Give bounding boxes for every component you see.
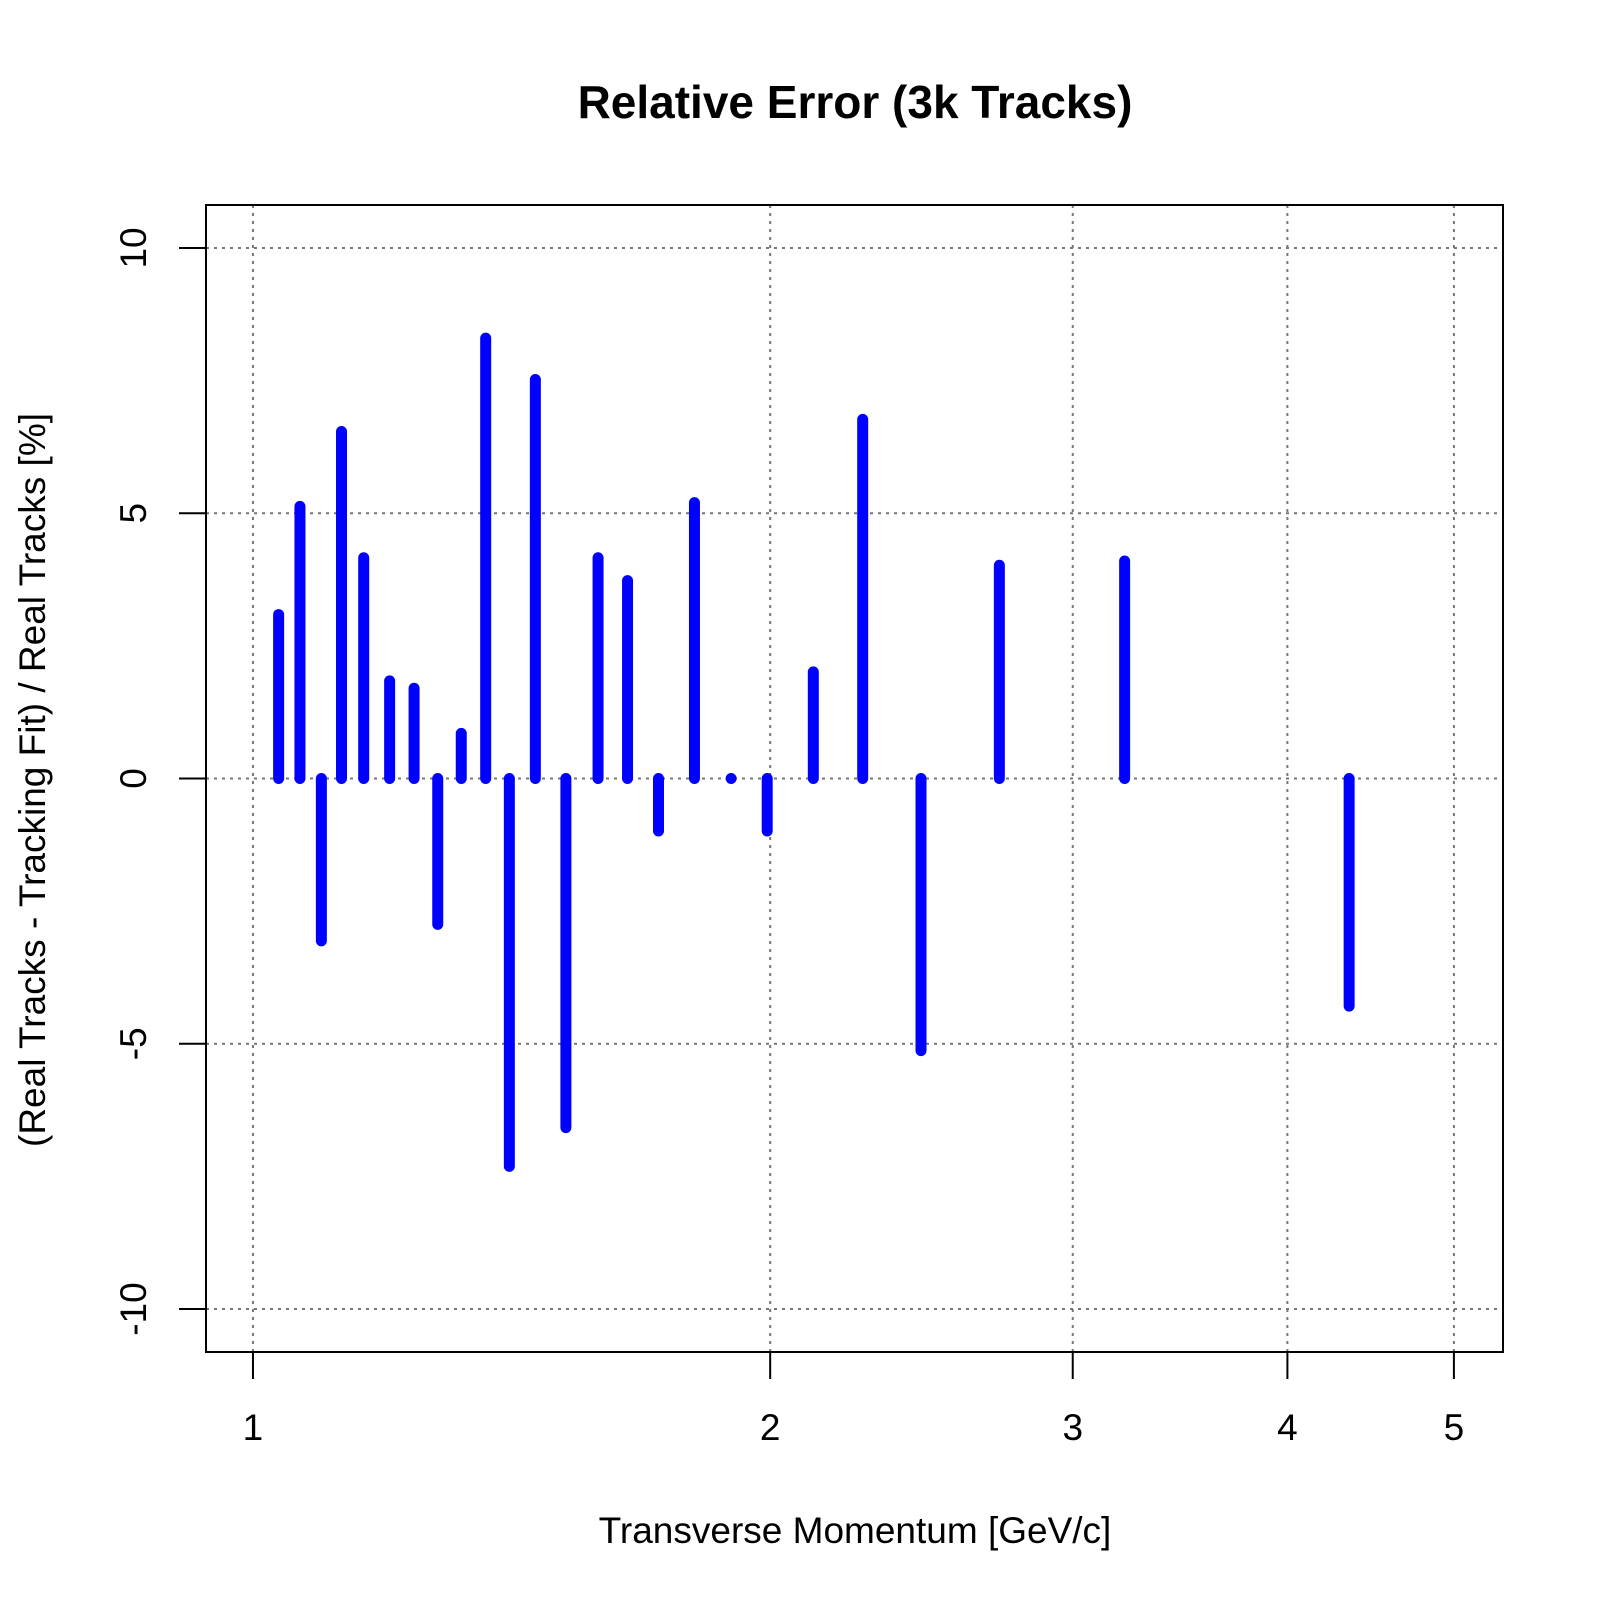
x-tick-label: 5 [1444, 1407, 1465, 1448]
x-tick-label: 1 [243, 1407, 264, 1448]
y-tick-label: 10 [113, 227, 154, 268]
x-tick-label: 3 [1062, 1407, 1083, 1448]
y-tick-label: 0 [113, 768, 154, 789]
x-tick-label: 4 [1277, 1407, 1298, 1448]
y-tick-label: 5 [113, 503, 154, 524]
x-axis-label: Transverse Momentum [GeV/c] [599, 1510, 1112, 1551]
x-tick-label: 2 [760, 1407, 781, 1448]
y-tick-label: -5 [113, 1027, 154, 1060]
plot-frame [205, 204, 1504, 1353]
y-tick-label: -10 [113, 1282, 154, 1335]
y-axis-label: (Real Tracks - Tracking Fit) / Real Trac… [12, 413, 53, 1147]
chart-title: Relative Error (3k Tracks) [578, 76, 1133, 128]
